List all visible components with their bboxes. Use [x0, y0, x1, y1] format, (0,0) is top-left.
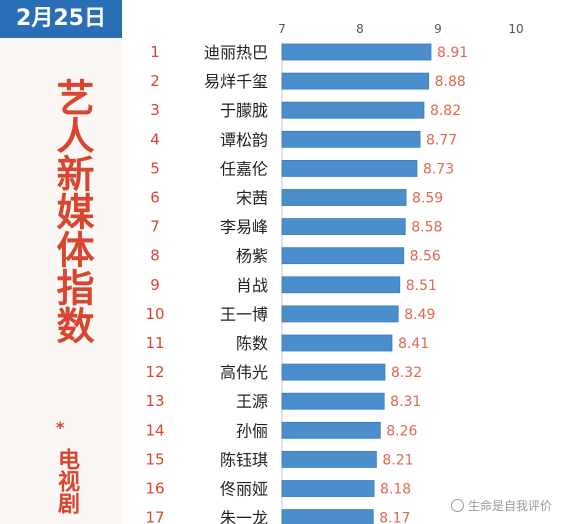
artist-name: 佟丽娅 — [220, 480, 268, 499]
value-label: 8.31 — [390, 394, 421, 410]
value-label: 8.77 — [426, 132, 457, 148]
bar-mark — [281, 421, 381, 439]
bar-mark — [281, 101, 425, 119]
rank-number: 1 — [150, 43, 160, 61]
chart-title: 艺人新媒体指数 — [50, 78, 94, 344]
value-label: 8.56 — [410, 249, 441, 265]
bar-mark — [281, 72, 430, 90]
bar-mark — [281, 392, 385, 410]
artist-name: 宋茜 — [236, 189, 268, 208]
artist-name: 王源 — [236, 392, 268, 411]
artist-name: 李易峰 — [220, 218, 268, 237]
bar-mark — [281, 363, 386, 381]
artist-name: 陈钰琪 — [220, 450, 268, 469]
artist-name: 陈数 — [236, 334, 268, 353]
bar-mark — [281, 43, 432, 61]
artist-name: 任嘉伦 — [220, 159, 268, 178]
value-label: 8.59 — [412, 191, 443, 207]
date-tab: 2月25日 — [0, 0, 122, 38]
rank-number: 9 — [150, 276, 160, 294]
sidebar-panel: 2月25日 艺人新媒体指数 * 电视剧 — [0, 0, 122, 524]
bar-mark — [281, 189, 407, 206]
watermark: 生命是自我评价 — [450, 497, 552, 514]
artist-name: 王一博 — [220, 305, 268, 324]
bar-mark — [281, 334, 393, 352]
bar-mark — [281, 130, 421, 148]
category-label: 电视剧 — [54, 448, 79, 514]
rank-number: 7 — [150, 218, 160, 236]
at-icon — [450, 499, 464, 512]
rank-number: 10 — [145, 305, 164, 323]
value-label: 8.49 — [404, 307, 435, 323]
value-label: 8.82 — [430, 103, 461, 119]
artist-name: 朱一龙 — [220, 509, 268, 524]
bar-mark — [281, 450, 377, 468]
bar-mark — [281, 247, 405, 265]
bar-mark — [281, 480, 375, 497]
value-label: 8.17 — [379, 511, 410, 524]
title-footnote-star: * — [56, 418, 65, 437]
bar-mark — [281, 218, 406, 236]
rank-number: 16 — [145, 480, 164, 498]
value-label: 8.58 — [411, 220, 442, 236]
rank-number: 8 — [150, 247, 160, 265]
value-label: 8.88 — [435, 74, 466, 90]
artist-name: 于朦胧 — [220, 101, 268, 120]
artist-name: 迪丽热巴 — [204, 43, 268, 62]
rank-number: 15 — [145, 450, 164, 468]
value-label: 8.21 — [382, 452, 413, 468]
rank-number: 2 — [150, 72, 160, 90]
artist-name: 肖战 — [236, 276, 268, 295]
x-tick-label: 8 — [356, 22, 364, 36]
value-label: 8.26 — [386, 423, 417, 439]
bar-mark — [281, 305, 399, 323]
rank-number: 12 — [145, 363, 164, 381]
rank-number: 14 — [145, 421, 164, 439]
artist-name: 谭松韵 — [220, 130, 268, 149]
rank-number: 5 — [150, 159, 160, 177]
rank-number: 6 — [150, 189, 160, 207]
artist-name: 孙俪 — [236, 421, 268, 440]
artist-name: 杨紫 — [236, 247, 268, 266]
bar-mark — [281, 159, 418, 177]
value-label: 8.51 — [406, 278, 437, 294]
bar-mark — [281, 509, 374, 524]
rank-number: 13 — [145, 392, 164, 410]
bar-mark — [281, 276, 401, 294]
value-label: 8.91 — [437, 45, 468, 61]
rank-number: 11 — [145, 334, 164, 352]
x-tick-label: 9 — [434, 22, 442, 36]
x-tick-label: 7 — [278, 22, 286, 36]
rank-number: 17 — [145, 509, 164, 524]
watermark-text: 生命是自我评价 — [467, 499, 552, 513]
value-label: 8.73 — [423, 161, 454, 177]
value-label: 8.18 — [380, 482, 411, 498]
artist-name: 易烊千玺 — [204, 72, 268, 91]
rank-number: 3 — [150, 101, 160, 119]
artist-name: 高伟光 — [220, 363, 268, 382]
x-tick-label: 10 — [508, 22, 523, 36]
value-label: 8.41 — [398, 336, 429, 352]
value-label: 8.32 — [391, 365, 422, 381]
rank-number: 4 — [150, 130, 160, 148]
